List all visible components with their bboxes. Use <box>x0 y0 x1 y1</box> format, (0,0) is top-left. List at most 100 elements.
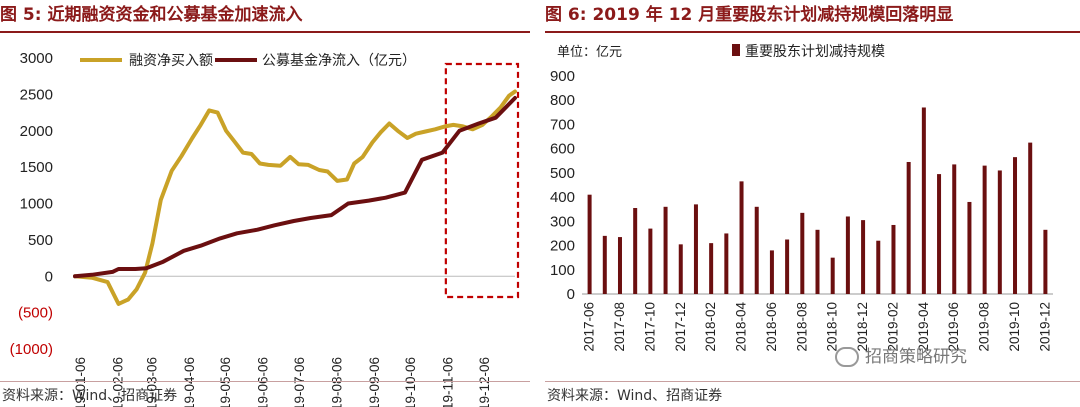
wechat-icon <box>835 347 859 367</box>
x-tick-label: 2019-11-06 <box>441 357 456 407</box>
legend-label-2: 公募基金净流入（亿元） <box>262 52 416 69</box>
bar <box>724 233 729 294</box>
x-tick-label: 2019-04 <box>916 302 931 352</box>
bar <box>693 204 698 294</box>
bar <box>815 229 820 294</box>
left-source-note: 资料来源：Wind、招商证券 <box>2 388 178 404</box>
right-figure-panel: 图 6: 2019 年 12 月重要股东计划减持规模回落明显 单位：亿元 0 100… <box>545 0 1080 407</box>
watermark: 招商策略研究 <box>835 342 967 367</box>
y-tick-label: (1000) <box>10 341 53 358</box>
x-tick-label: 2018-10 <box>825 302 840 352</box>
bar <box>876 240 881 294</box>
y-tick-label: 0 <box>567 286 575 303</box>
x-tick-label: 2019-09-06 <box>367 357 382 407</box>
bar <box>769 250 774 294</box>
x-tick-label: 2019-03-06 <box>144 357 159 407</box>
bar <box>937 174 942 294</box>
x-tick-label: 2018-12 <box>855 302 870 352</box>
x-tick-label: 2019-08 <box>977 302 992 352</box>
x-tick-label: 2019-06 <box>946 302 961 352</box>
y-tick-label: 200 <box>550 238 575 255</box>
x-tick-label: 2019-08-06 <box>329 357 344 407</box>
x-tick-label: 2019-01-06 <box>73 357 88 407</box>
right-source-note: 资料来源：Wind、招商证券 <box>547 388 723 404</box>
y-tick-label: 2000 <box>20 123 53 140</box>
bar <box>1013 157 1018 294</box>
y-tick-label: 2500 <box>20 86 53 103</box>
left-figure-title: 图 5: 近期融资资金和公募基金加速流入 <box>0 5 303 25</box>
bar <box>830 257 835 294</box>
y-tick-label: 700 <box>550 116 575 133</box>
y-tick-label: 0 <box>45 268 53 285</box>
y-tick-label: 1000 <box>20 196 53 213</box>
y-tick-label: 1500 <box>20 159 53 176</box>
x-tick-label: 2018-08 <box>794 302 809 352</box>
y-tick-label: 600 <box>550 141 575 158</box>
bar <box>587 194 592 294</box>
x-tick-label: 2017-12 <box>673 302 688 352</box>
bar <box>891 224 896 294</box>
y-tick-label: 500 <box>550 165 575 182</box>
x-tick-label: 2017-06 <box>582 302 597 352</box>
x-tick-label: 2018-04 <box>734 302 749 352</box>
bar <box>997 170 1002 294</box>
bar <box>602 235 607 294</box>
bar <box>648 228 653 294</box>
right-title-rule <box>545 31 1080 33</box>
x-tick-label: 2019-12 <box>1037 302 1052 352</box>
x-tick-label: 2019-02-06 <box>111 357 126 407</box>
right-bar-chart: 单位：亿元 0 100 200 300 400 500 600 700 800 900 2017-06… <box>550 44 1053 352</box>
x-tick-label: 2019-04-06 <box>182 357 197 407</box>
bar <box>800 212 805 294</box>
x-tick-label: 2019-06-06 <box>256 357 271 407</box>
left-figure-panel: 图 5: 近期融资资金和公募基金加速流入 3000 2500 2000 1500 100… <box>0 0 530 407</box>
bar <box>678 244 683 294</box>
y-tick-label: 3000 <box>20 50 53 67</box>
x-tick-label: 2019-07-06 <box>292 357 307 407</box>
series-line-2 <box>73 96 517 279</box>
x-tick-label: 2017-10 <box>642 302 657 352</box>
y-tick-label: 300 <box>550 213 575 230</box>
left-source-rule <box>0 381 530 382</box>
legend-swatch <box>732 44 740 56</box>
bar <box>1043 229 1048 294</box>
y-tick-label: 400 <box>550 189 575 206</box>
bar <box>663 206 668 294</box>
y-tick-label: 500 <box>28 232 53 249</box>
x-tick-label: 2018-02 <box>703 302 718 352</box>
bar <box>1028 142 1033 294</box>
right-figure-title: 图 6: 2019 年 12 月重要股东计划减持规模回落明显 <box>545 5 954 25</box>
unit-label: 单位：亿元 <box>557 45 622 60</box>
y-tick-label: 100 <box>550 262 575 279</box>
bar <box>754 206 759 294</box>
right-source-rule <box>545 381 1080 382</box>
bar <box>785 239 790 294</box>
y-tick-label: 900 <box>550 68 575 85</box>
y-tick-label: 800 <box>550 92 575 109</box>
left-title-rule <box>0 31 530 33</box>
bar <box>617 237 622 294</box>
watermark-text: 招商策略研究 <box>865 347 967 367</box>
bar <box>906 161 911 294</box>
bar <box>982 165 987 294</box>
bar <box>739 181 744 294</box>
bar <box>845 216 850 294</box>
series-line-1 <box>73 89 517 306</box>
legend-label-1: 融资净买入额 <box>129 53 213 69</box>
bar <box>633 208 638 294</box>
x-tick-label: 2018-06 <box>764 302 779 352</box>
x-tick-label: 2017-08 <box>612 302 627 352</box>
x-tick-label: 2019-12-06 <box>477 357 492 407</box>
highlight-box <box>444 62 520 299</box>
x-tick-label: 2019-10 <box>1007 302 1022 352</box>
bar <box>967 201 972 294</box>
bar <box>861 220 866 294</box>
left-line-chart: 3000 2500 2000 1500 1000 500 0 (500) (1000) 2019-… <box>10 50 520 407</box>
x-tick-label: 2019-05-06 <box>218 357 233 407</box>
legend-label: 重要股东计划减持规模 <box>745 44 885 60</box>
x-tick-label: 2019-10-06 <box>403 357 418 407</box>
bar <box>952 164 957 294</box>
bar <box>921 107 926 294</box>
bar <box>709 243 714 294</box>
y-tick-label: (500) <box>18 305 53 322</box>
